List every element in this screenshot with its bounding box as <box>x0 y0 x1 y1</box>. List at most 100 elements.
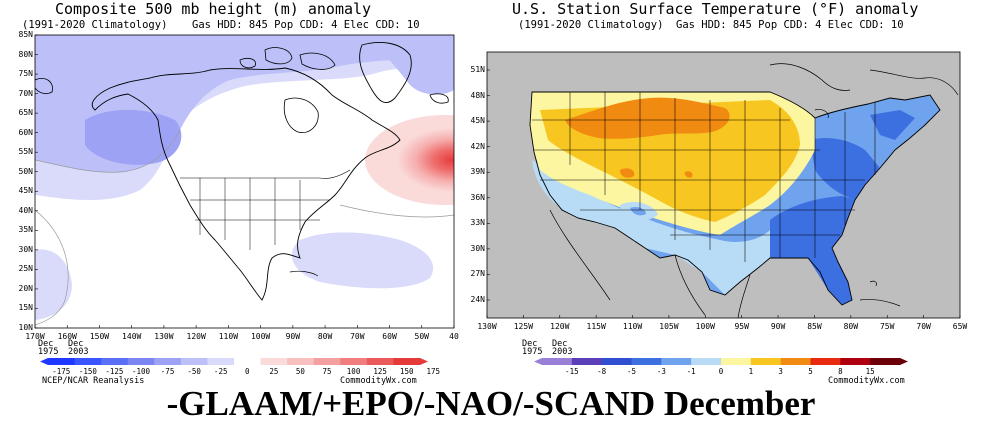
left-colorbar-label: -125 <box>105 367 124 376</box>
right-lon-tick-label: 90W <box>770 322 786 331</box>
right-map-plot <box>486 51 961 319</box>
right-map-title: U.S. Station Surface Temperature (°F) an… <box>512 0 919 18</box>
left-map-degree-days: Gas HDD: 845 Pop CDD: 4 Elec CDD: 10 <box>192 19 420 31</box>
left-colorbar-swatch <box>180 358 208 365</box>
left-lat-tick-label: 15N <box>18 303 33 313</box>
right-colorbar-swatch <box>691 358 722 365</box>
left-lat-tick-label: 10N <box>18 323 33 332</box>
right-colorbar-swatch <box>571 358 603 365</box>
left-lat-tick-label: 25N <box>18 264 33 274</box>
right-lon-tick-label: 95W <box>734 322 749 331</box>
right-colorbar-label: -15 <box>565 367 579 376</box>
left-map-plot <box>34 34 455 329</box>
right-colorbar-swatch <box>661 358 692 365</box>
pattern-caption: -GLAAM/+EPO/-NAO/-SCAND December <box>166 384 816 423</box>
right-lat-tick-label: 51N <box>470 65 485 74</box>
left-map-title: Composite 500 mb height (m) anomaly <box>55 0 372 18</box>
left-lon-tick-label: 70W <box>350 332 365 341</box>
left-colorbar-label: 100 <box>346 367 361 376</box>
right-colorbar-right-arrow <box>900 358 908 365</box>
right-lat-tick-label: 24N <box>470 295 485 304</box>
left-colorbar-label: 0 <box>245 367 250 376</box>
left-colorbar-label: -25 <box>213 367 228 376</box>
left-lat-tick-label: 40N <box>18 205 33 215</box>
right-lon-tick-label: 75W <box>879 322 895 331</box>
left-lat-tick-label: 35N <box>18 225 33 235</box>
right-lat-tick-label: 27N <box>470 269 485 279</box>
right-lon-tick-label: 85W <box>807 322 822 331</box>
right-lon-tick-label: 105W <box>659 322 679 331</box>
right-lat-tick-label: 36N <box>470 192 485 202</box>
left-lat-tick-label: 65N <box>18 108 33 118</box>
left-lon-tick-label: 170W <box>25 332 45 341</box>
left-colorbar-swatch <box>287 358 315 365</box>
right-lat-tick-label: 42N <box>470 141 485 151</box>
left-map-panel: Composite 500 mb height (m) anomaly (199… <box>0 0 470 386</box>
right-colorbar-swatch <box>870 358 901 365</box>
left-lon-tick-label: 110W <box>218 332 239 341</box>
right-colorbar-swatch <box>542 358 573 365</box>
right-lat-tick-label: 45N <box>470 116 485 126</box>
right-credit-site: CommodityWx.com <box>828 376 905 386</box>
right-map-degree-days: Gas HDD: 845 Pop CDD: 4 Elec CDD: 10 <box>676 19 904 31</box>
right-colorbar-label: -1 <box>686 367 696 376</box>
right-colorbar-label: -3 <box>656 367 666 376</box>
left-colorbar-right-arrow <box>420 358 428 365</box>
left-colorbar-label: 25 <box>269 367 279 376</box>
right-lat-tick-label: 48N <box>470 90 485 100</box>
right-colorbar-label: 5 <box>808 367 813 376</box>
right-lon-tick-label: 115W <box>586 322 606 331</box>
left-lon-tick-label: 50W <box>414 332 429 341</box>
left-colorbar-label: 125 <box>373 367 387 376</box>
left-colorbar-label: -100 <box>131 367 151 376</box>
left-colorbar-swatch <box>260 358 288 365</box>
left-colorbar-swatch <box>393 358 421 365</box>
left-lat-tick-label: 75N <box>18 69 33 79</box>
right-colorbar-label: 1 <box>748 367 754 376</box>
left-credit-reanalysis: NCEP/NCAR Reanalysis <box>42 376 145 386</box>
left-map-climatology: (1991-2020 Climatology) <box>22 19 168 31</box>
left-colorbar-swatch <box>127 358 155 365</box>
left-colorbar-swatch <box>101 358 129 365</box>
left-lat-tick-label: 85N <box>18 30 33 39</box>
right-lon-tick-label: 80W <box>843 322 859 331</box>
left-colorbar-label: -75 <box>160 367 175 376</box>
right-lon-tick-label: 110W <box>622 322 643 331</box>
left-colorbar-left-arrow <box>40 358 48 365</box>
left-lon-tick-label: 140W <box>122 332 142 341</box>
left-lon-tick-label: 160W <box>57 332 77 341</box>
right-lat-tick-label: 33N <box>470 218 485 228</box>
right-colorbar-label: 8 <box>838 367 843 376</box>
left-colorbar-label: 50 <box>295 367 305 376</box>
left-lon-tick-label: 80W <box>317 332 333 341</box>
left-colorbar-swatch <box>366 358 394 365</box>
left-lon-tick-label: 130W <box>154 332 174 341</box>
left-colorbar-swatch <box>74 358 102 365</box>
left-lat-tick-label: 55N <box>18 147 33 157</box>
left-colorbar-label: 75 <box>322 367 332 376</box>
right-lon-tick-label: 120W <box>550 322 570 331</box>
left-lon-tick-label: 40 <box>449 332 459 341</box>
left-colorbar-swatch <box>48 358 76 365</box>
left-lat-tick-label: 30N <box>18 244 33 254</box>
left-colorbar-swatch <box>154 358 182 365</box>
right-colorbar-left-arrow <box>534 358 542 365</box>
right-colorbar-label: 3 <box>778 367 783 376</box>
right-lon-tick-label: 70W <box>916 322 931 331</box>
left-lon-tick-label: 150W <box>89 332 110 341</box>
left-colorbar-swatch <box>234 358 262 365</box>
right-lon-tick-label: 65W <box>952 322 968 331</box>
left-colorbar-label: 175 <box>426 367 441 376</box>
right-colorbar-swatch <box>601 358 632 365</box>
left-lat-tick-label: 20N <box>18 283 33 293</box>
left-colorbar-label: -150 <box>78 367 97 376</box>
right-colorbar-swatch <box>840 358 871 365</box>
right-colorbar <box>534 358 908 365</box>
left-colorbar <box>40 358 428 365</box>
left-lat-tick-label: 80N <box>18 49 33 59</box>
left-colorbar-swatch <box>313 358 341 365</box>
left-colorbar-label: 150 <box>399 367 414 376</box>
right-lat-tick-label: 30N <box>470 243 485 253</box>
left-lat-tick-label: 60N <box>18 127 33 137</box>
left-lat-tick-label: 45N <box>18 186 33 196</box>
